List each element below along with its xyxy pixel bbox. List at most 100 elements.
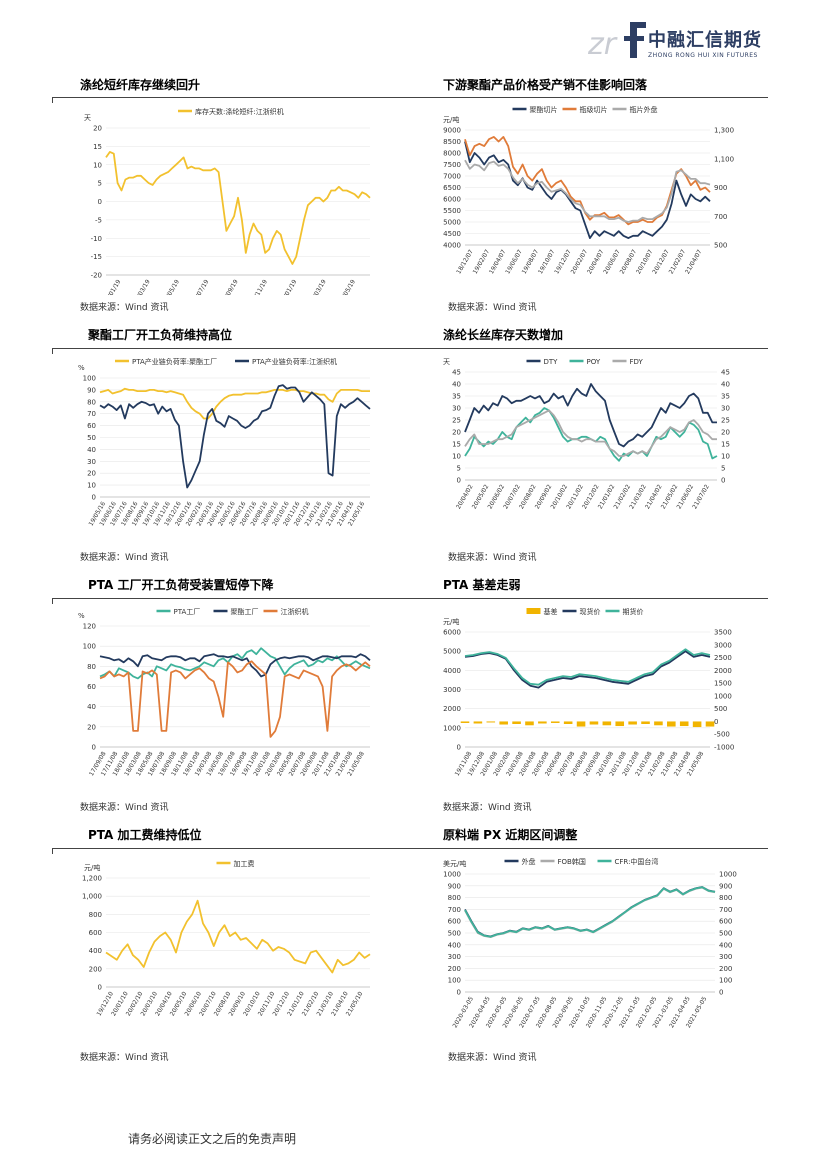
divider (52, 348, 768, 349)
chart-title-c4: 涤纶长丝库存天数增加 (443, 328, 564, 342)
y-tick-label: 10 (93, 161, 102, 169)
y-tick-label: 15 (93, 143, 102, 151)
y-tick-label: 5 (98, 180, 102, 188)
y2-tick-label: 30 (721, 405, 730, 413)
y2-tick-label: 3500 (714, 629, 732, 637)
y2-tick-label: 100 (719, 977, 732, 985)
y-tick-label: 6000 (443, 629, 461, 637)
y-tick-label: 6000 (443, 196, 461, 204)
y-tick-label: 70 (87, 410, 96, 418)
bar-mark (641, 721, 650, 724)
series-line (464, 886, 716, 938)
y-tick-label: 800 (448, 894, 461, 902)
legend-item: 加工费 (216, 859, 255, 868)
source-note: 数据来源：Wind 资讯 (448, 303, 537, 313)
y-tick-label: 10 (87, 482, 96, 490)
y2-tick-label: 900 (714, 184, 727, 192)
y-tick-label: 15 (452, 441, 461, 449)
y2-tick-label: 300 (719, 953, 732, 961)
y-tick-label: 20 (452, 429, 461, 437)
legend-label: 江浙织机 (281, 607, 309, 616)
y-tick-label: 7000 (443, 173, 461, 181)
y2-tick-label: 5 (721, 465, 725, 473)
y2-tick-label: 500 (719, 930, 732, 938)
y2-tick-label: 25 (721, 417, 730, 425)
y2-tick-label: 900 (719, 882, 732, 890)
y-tick-label: 0 (92, 494, 96, 502)
series-line (464, 141, 711, 239)
y-tick-label: 5000 (443, 648, 461, 656)
y2-tick-label: -500 (714, 731, 730, 739)
y-tick-label: -20 (91, 272, 102, 280)
y-tick-label: 200 (448, 965, 461, 973)
y-tick-label: 20 (93, 125, 102, 133)
chart-c3: %100908070605040302010019/05/1619/06/161… (78, 357, 371, 527)
legend-item: CFR:中国台湾 (597, 857, 658, 866)
axis-unit-label: 天 (443, 358, 450, 366)
y-tick-label: 200 (89, 965, 102, 973)
y-tick-label: -5 (95, 216, 102, 224)
y2-tick-label: 600 (719, 918, 732, 926)
bar-mark (615, 721, 625, 727)
x-tick-label: 20/09/19 (220, 278, 240, 295)
legend-label: POY (587, 358, 601, 366)
bar-mark (563, 721, 573, 724)
bar-mark (473, 721, 483, 724)
legend-label: PTA工厂 (174, 608, 201, 616)
legend-label: 聚酯工厂 (231, 608, 259, 616)
legend-label: 聚酯切片 (530, 105, 558, 114)
y-tick-label: -15 (91, 253, 102, 261)
y-tick-label: 1000 (443, 724, 461, 732)
y-tick-label: 0 (92, 744, 96, 752)
y-tick-label: 900 (448, 882, 461, 890)
chart-title-c8: 原料端 PX 近期区间调整 (443, 828, 578, 842)
y-tick-label: 60 (87, 683, 96, 691)
chart-c4: 天45403530252015105045403530252015105020/… (443, 358, 730, 510)
series-line (99, 387, 370, 420)
y-tick-label: 2000 (443, 705, 461, 713)
y2-tick-label: 700 (719, 906, 732, 914)
y2-tick-label: 20 (721, 429, 730, 437)
bar-mark (589, 721, 599, 725)
y-tick-label: 400 (448, 941, 461, 949)
logo-text-cn: 中融汇信期货 (648, 30, 762, 51)
y-tick-label: 40 (87, 446, 96, 454)
logo-mark-icon: zr (588, 22, 646, 62)
divider (52, 598, 53, 604)
y-tick-label: 600 (89, 929, 102, 937)
legend-label: FOB韩国 (558, 857, 586, 866)
series-line (105, 151, 371, 265)
x-tick-label: 20/03/19 (132, 278, 152, 295)
series-line (99, 384, 371, 489)
chart-title-c7: PTA 加工费维持低位 (88, 828, 202, 842)
y-tick-label: 5 (457, 465, 461, 473)
y-tick-label: 4000 (443, 667, 461, 675)
legend-item: 瓶片外盘 (612, 105, 658, 114)
bar-mark (525, 721, 534, 726)
y-tick-label: 4500 (443, 230, 461, 238)
y-tick-label: 0 (457, 477, 461, 485)
x-tick-label: 20/07/19 (191, 278, 211, 295)
y2-tick-label: 1000 (719, 871, 737, 879)
y-tick-label: 500 (448, 930, 461, 938)
chart-title-c6: PTA 基差走弱 (443, 578, 521, 592)
series-line (99, 653, 371, 678)
source-note: 数据来源：Wind 资讯 (80, 1053, 169, 1063)
disclaimer-footer: 请务必阅读正文之后的免责声明 (128, 1132, 297, 1146)
legend-item: PTA工厂 (156, 608, 201, 616)
y2-tick-label: 10 (721, 453, 730, 461)
y2-tick-label: 0 (714, 718, 718, 726)
divider (52, 97, 768, 98)
y-tick-label: 60 (87, 422, 96, 430)
y-tick-label: 100 (83, 375, 96, 383)
y2-tick-label: 1,100 (714, 155, 734, 163)
series-line (464, 159, 711, 223)
x-tick-label: 21/05/19 (338, 278, 358, 295)
y-tick-label: 0 (457, 989, 461, 997)
axis-unit-label: 元/吨 (443, 115, 459, 124)
divider (52, 598, 768, 599)
axis-unit-label: 天 (84, 114, 91, 122)
chart-title-c3: 聚酯工厂开工负荷维持高位 (88, 328, 233, 342)
legend-item: 瓶级切片 (562, 105, 608, 114)
legend-item: 库存天数:涤纶短纤:江浙织机 (178, 107, 284, 116)
